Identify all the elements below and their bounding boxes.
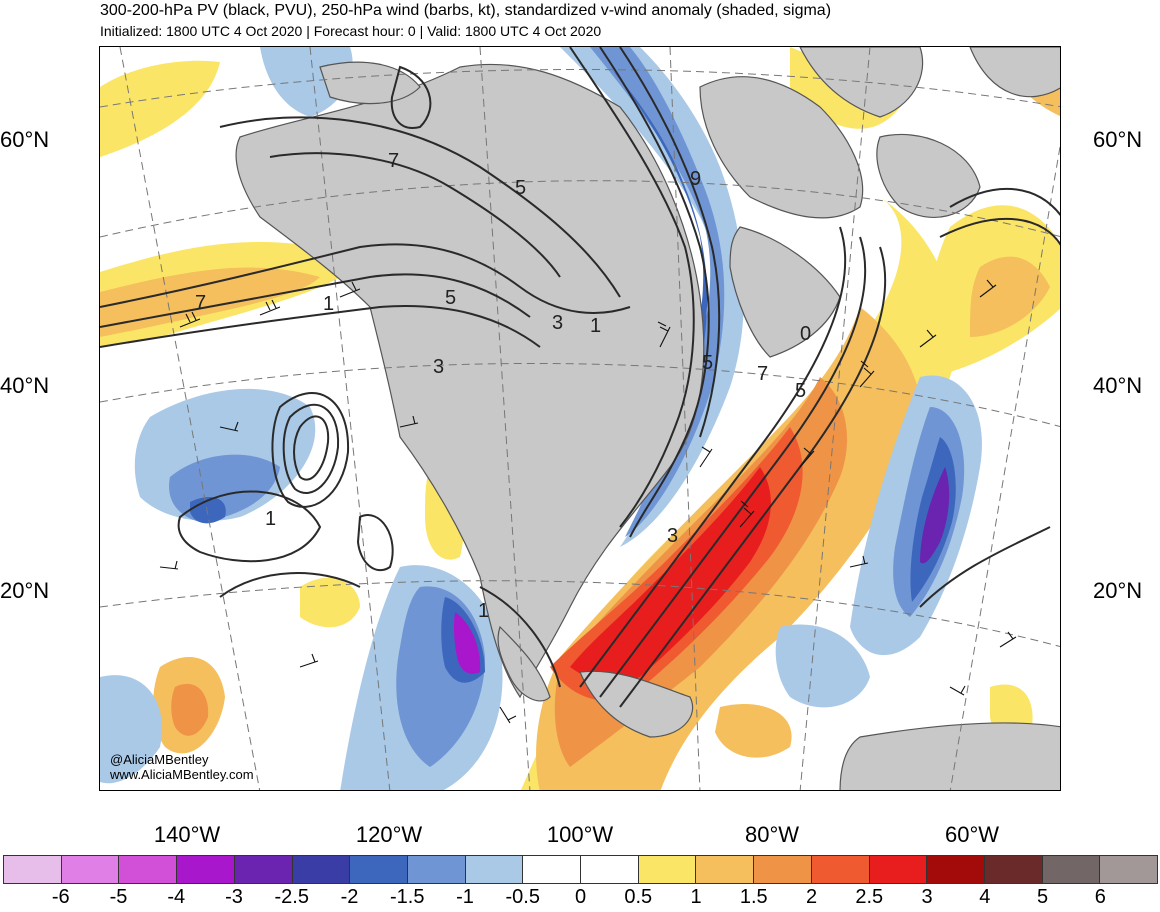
colorbar-tick-label: -1.5: [390, 886, 425, 908]
colorbar-tick-label: -2: [340, 886, 359, 908]
colorbar-tick-label: 4: [979, 886, 991, 908]
colorbar: [3, 855, 1158, 884]
colorbar-swatch: [811, 856, 870, 883]
lat-label-60n-left: 60°N: [0, 127, 50, 152]
map-panel: 7 5 7 5 1 3 3 1 5 7 5 1 3 1 9 0: [99, 46, 1061, 791]
lon-label-80w: 80°W: [744, 822, 800, 847]
contour-label: 5: [702, 352, 713, 374]
colorbar-tick-label: 3: [921, 886, 933, 908]
colorbar-swatch: [292, 856, 351, 883]
map-subtitle: Initialized: 1800 UTC 4 Oct 2020 | Forec…: [100, 23, 602, 39]
map-canvas: 7 5 7 5 1 3 3 1 5 7 5 1 3 1 9 0: [100, 47, 1060, 790]
colorbar-swatch: [638, 856, 697, 883]
colorbar-tick-label: -5: [109, 886, 128, 908]
contour-label: 1: [323, 293, 334, 315]
contour-label: 9: [690, 168, 701, 190]
pv-contours: [100, 47, 1060, 708]
lon-label-100w: 100°W: [546, 822, 614, 847]
colorbar-swatch: [407, 856, 466, 883]
lat-label-40n-left: 40°N: [0, 373, 50, 398]
colorbar-swatch: [754, 856, 812, 883]
colorbar-swatch: [61, 856, 120, 883]
colorbar-tick-label: 0: [574, 886, 587, 908]
colorbar-tick-label: 1.5: [739, 886, 768, 908]
contour-label: 3: [667, 525, 678, 547]
colorbar-swatch: [4, 856, 62, 883]
colorbar-tick-label: 1: [690, 886, 702, 908]
contour-label: 1: [478, 600, 489, 622]
contour-label: 7: [757, 363, 768, 385]
contour-label: 1: [265, 508, 276, 530]
map-title: 300-200-hPa PV (black, PVU), 250-hPa win…: [100, 2, 832, 19]
colorbar-tick-label: -6: [51, 886, 70, 908]
contour-label: 0: [800, 323, 811, 345]
contour-label: 3: [433, 356, 444, 378]
colorbar-swatch: [350, 856, 408, 883]
lon-label-120w: 120°W: [355, 822, 423, 847]
lon-label-60w: 60°W: [944, 822, 1000, 847]
contour-label: 7: [195, 292, 206, 314]
colorbar-swatch: [581, 856, 639, 883]
contour-label: 5: [445, 287, 456, 309]
colorbar-tick-label: 2: [805, 886, 818, 908]
graticule: [100, 47, 1060, 790]
colorbar-tick-label: -2.5: [274, 886, 309, 908]
contour-label: 1: [590, 315, 601, 337]
contour-label: 5: [795, 380, 806, 402]
contour-label: 5: [515, 177, 526, 199]
colorbar-swatch: [523, 856, 582, 883]
colorbar-swatch: [696, 856, 755, 883]
lat-label-40n-right: 40°N: [1093, 373, 1143, 398]
contour-label: 7: [388, 150, 399, 172]
colorbar-tick-label: 2.5: [855, 886, 884, 908]
wind-barbs: [159, 279, 1017, 724]
credit-url: www.AliciaMBentley.com: [110, 767, 254, 782]
contour-label: 3: [552, 312, 563, 334]
negative-anomaly-shading: [100, 47, 982, 790]
colorbar-tick-label: 5: [1036, 886, 1049, 908]
lat-label-60n-right: 60°N: [1093, 127, 1143, 152]
contour-labels: 7 5 7 5 1 3 3 1 5 7 5 1 3 1 9 0: [195, 150, 811, 622]
colorbar-tick-label: 6: [1094, 886, 1106, 908]
lat-label-20n-right: 20°N: [1093, 578, 1143, 603]
credit-handle: @AliciaMBentley: [110, 752, 209, 767]
colorbar-tick-label: 0.5: [624, 886, 653, 908]
colorbar-swatch: [234, 856, 293, 883]
colorbar-swatch: [869, 856, 928, 883]
colorbar-swatch: [465, 856, 524, 883]
colorbar-swatch: [1042, 856, 1101, 883]
colorbar-tick-label: -3: [225, 886, 243, 908]
colorbar-tick-label: -4: [167, 886, 186, 908]
colorbar-swatch: [177, 856, 235, 883]
lon-label-140w: 140°W: [153, 822, 221, 847]
colorbar-swatch: [1100, 856, 1158, 883]
colorbar-tick-label: -0.5: [505, 886, 540, 908]
colorbar-swatch: [984, 856, 1043, 883]
lat-label-20n-left: 20°N: [0, 578, 50, 603]
colorbar-swatch: [927, 856, 985, 883]
colorbar-tick-label: -1: [456, 886, 474, 908]
colorbar-swatch: [119, 856, 178, 883]
